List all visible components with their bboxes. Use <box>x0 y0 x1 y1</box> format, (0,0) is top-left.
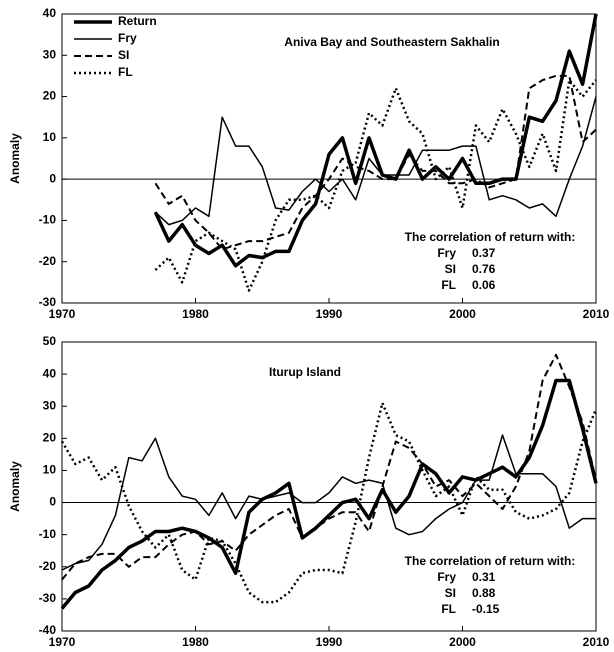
x-tick-label: 2000 <box>449 307 476 321</box>
correlation-value: -0.15 <box>472 602 500 616</box>
correlation-value: 0.31 <box>472 570 496 584</box>
y-tick-label: -20 <box>39 254 57 268</box>
y-tick-label: -30 <box>39 591 57 605</box>
x-tick-label: 1980 <box>182 635 209 649</box>
y-tick-label: 0 <box>49 495 56 509</box>
x-tick-label: 1970 <box>49 307 76 321</box>
y-tick-label: 30 <box>43 398 57 412</box>
x-tick-label: 1980 <box>182 307 209 321</box>
correlation-value: 0.76 <box>472 262 496 276</box>
series-line <box>61 434 596 571</box>
series-line <box>154 74 597 251</box>
correlation-value: 0.37 <box>472 246 496 260</box>
correlation-label: SI <box>445 262 456 276</box>
y-tick-label: 30 <box>43 47 57 61</box>
y-tick-label: 40 <box>43 6 57 20</box>
correlation-label: Fry <box>437 246 456 260</box>
y-tick-label: 50 <box>43 334 57 348</box>
correlation-label: SI <box>445 586 456 600</box>
x-tick-label: 2010 <box>583 307 610 321</box>
series-line <box>154 78 597 292</box>
x-tick-label: 2010 <box>583 635 610 649</box>
y-tick-label: 0 <box>49 171 56 185</box>
legend-label: Fry <box>118 31 137 45</box>
y-axis-label: Anomaly <box>8 133 22 184</box>
correlation-label: FL <box>441 278 456 292</box>
correlation-heading: The correlation of return with: <box>405 554 576 568</box>
chart-title: Iturup Island <box>269 365 341 379</box>
legend-label: SI <box>118 48 129 62</box>
x-tick-label: 2000 <box>449 635 476 649</box>
legend-label: FL <box>118 65 133 79</box>
y-tick-label: -10 <box>39 213 57 227</box>
series-line <box>154 96 597 226</box>
correlation-heading: The correlation of return with: <box>405 230 576 244</box>
x-tick-label: 1970 <box>49 635 76 649</box>
legend-label: Return <box>118 14 157 28</box>
correlation-value: 0.88 <box>472 586 496 600</box>
y-tick-label: 40 <box>43 366 57 380</box>
x-tick-label: 1990 <box>316 307 343 321</box>
correlation-value: 0.06 <box>472 278 496 292</box>
y-tick-label: 20 <box>43 89 57 103</box>
y-tick-label: 20 <box>43 431 57 445</box>
series-line <box>61 353 597 581</box>
chart-title: Aniva Bay and Southeastern Sakhalin <box>284 35 499 49</box>
y-axis-label: Anomaly <box>8 461 22 512</box>
y-tick-label: 10 <box>43 463 57 477</box>
correlation-label: Fry <box>437 570 456 584</box>
y-tick-label: -10 <box>39 527 57 541</box>
x-tick-label: 1990 <box>316 635 343 649</box>
correlation-label: FL <box>441 602 456 616</box>
y-tick-label: -40 <box>39 623 57 637</box>
series-line <box>153 13 598 268</box>
series-line <box>60 378 598 610</box>
y-tick-label: -20 <box>39 559 57 573</box>
series-line <box>60 401 598 604</box>
y-tick-label: 10 <box>43 130 57 144</box>
y-tick-label: -30 <box>39 295 57 309</box>
